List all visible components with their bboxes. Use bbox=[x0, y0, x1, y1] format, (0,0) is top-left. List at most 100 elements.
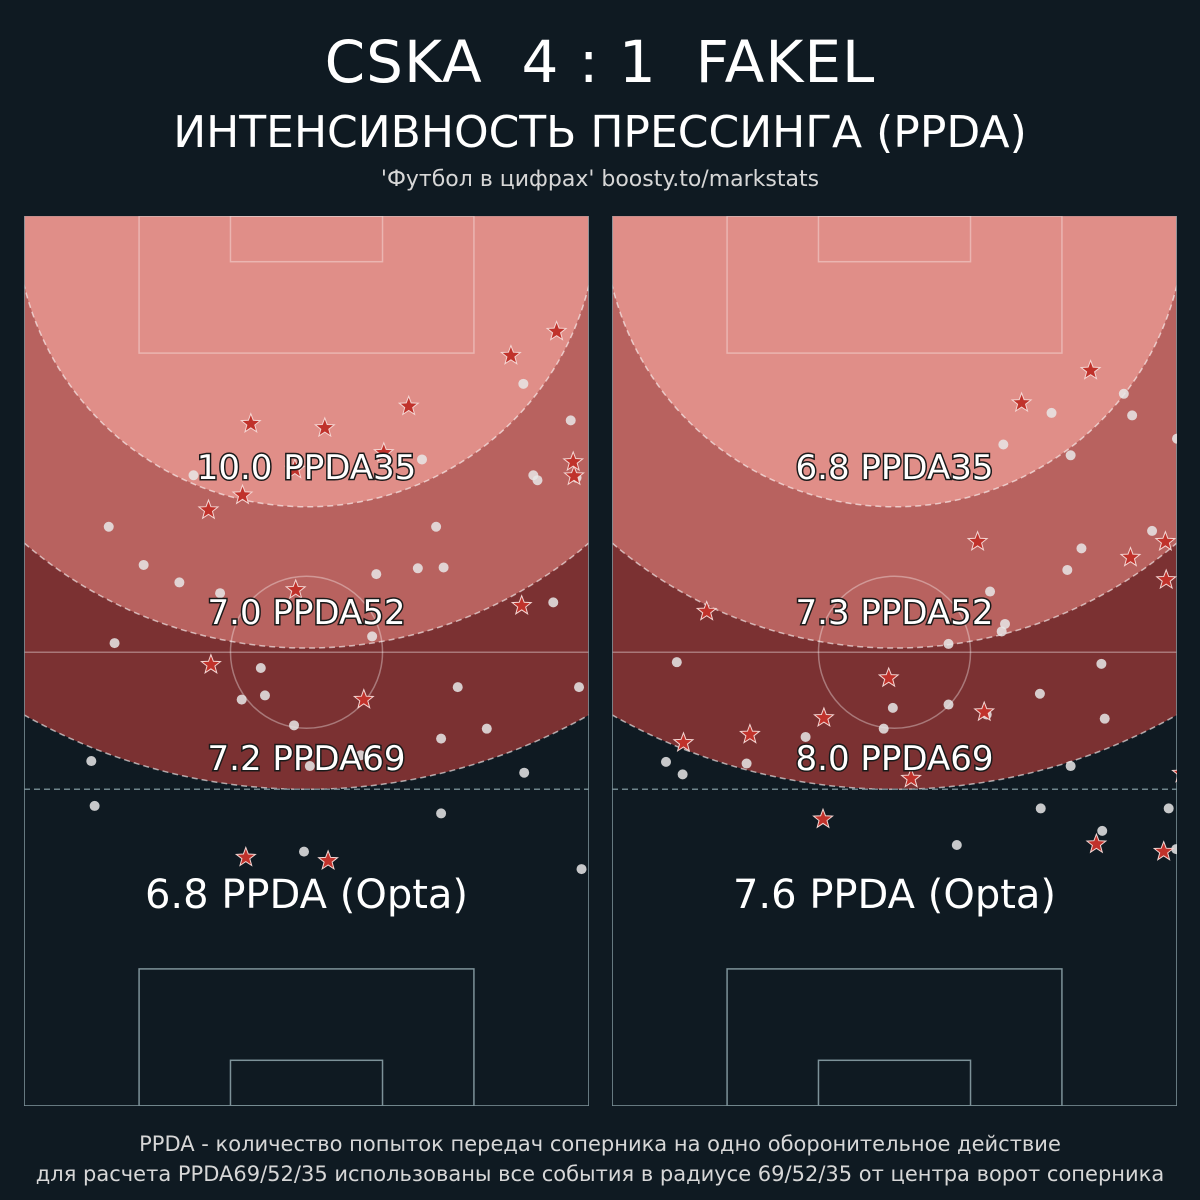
centre-circle bbox=[817, 575, 972, 729]
defensive-action-star bbox=[900, 767, 922, 788]
defensive-action-dot bbox=[1171, 844, 1177, 855]
defensive-action-star bbox=[1079, 359, 1102, 380]
defensive-action-dot bbox=[174, 577, 185, 588]
defensive-action-dot bbox=[565, 415, 576, 426]
defensive-action-star bbox=[397, 394, 420, 416]
penalty-area-top bbox=[726, 216, 1063, 354]
defensive-action-dot bbox=[1097, 825, 1108, 836]
defensive-action-dot bbox=[1034, 688, 1045, 699]
defensive-action-dot bbox=[1147, 525, 1158, 536]
defensive-action-star bbox=[877, 666, 900, 688]
defensive-action-dot bbox=[138, 559, 149, 570]
defensive-action-dot bbox=[355, 750, 366, 761]
ppda52-label: 7.3 PPDA52 bbox=[796, 593, 994, 633]
defensive-action-dot bbox=[236, 694, 247, 705]
defensive-action-star bbox=[1171, 769, 1177, 783]
ppda35-zone bbox=[612, 216, 1177, 508]
defensive-action-star bbox=[1085, 832, 1108, 854]
defensive-action-dot bbox=[943, 699, 954, 710]
defensive-action-star bbox=[1187, 723, 1200, 741]
defensive-action-dot bbox=[574, 682, 585, 693]
defensive-action-dot bbox=[215, 588, 226, 599]
ppda35-label: 6.8 PPDA35 bbox=[796, 448, 994, 488]
penalty-area-top bbox=[138, 216, 475, 354]
defensive-action-dot bbox=[255, 663, 266, 673]
defensive-action-star bbox=[695, 600, 718, 621]
zone-group bbox=[612, 216, 1177, 790]
defensive-action-dot bbox=[951, 839, 962, 850]
defensive-action-dot bbox=[1182, 836, 1192, 846]
defensive-action-star bbox=[966, 530, 989, 551]
defensive-action-dot bbox=[89, 800, 100, 811]
defensive-action-dot bbox=[548, 597, 559, 608]
goal-area-bottom bbox=[817, 1059, 972, 1106]
defensive-action-dot bbox=[996, 626, 1007, 637]
defensive-action-dot bbox=[661, 756, 672, 767]
defensive-action-star bbox=[1154, 530, 1177, 551]
defensive-action-dot bbox=[518, 378, 529, 389]
defensive-action-star bbox=[563, 464, 585, 486]
pitch-markings bbox=[612, 216, 1177, 1106]
defensive-action-dot bbox=[1118, 388, 1129, 399]
chart-subtitle: ИНТЕНСИВНОСТЬ ПРЕССИНГА (PPDA) bbox=[173, 107, 1027, 158]
defensive-action-star bbox=[1152, 840, 1175, 861]
defensive-action-dot bbox=[299, 846, 310, 857]
defensive-action-star bbox=[1184, 572, 1200, 590]
event-markers bbox=[661, 359, 1200, 861]
source-credit: 'Футбол в цифрах' boosty.to/markstats bbox=[380, 167, 820, 192]
defensive-action-star bbox=[545, 320, 568, 341]
defensive-action-dot bbox=[985, 586, 996, 597]
zone-group bbox=[24, 216, 589, 790]
pitch-markings bbox=[24, 216, 589, 1106]
defensive-action-star bbox=[1010, 391, 1033, 413]
defensive-action-star bbox=[284, 578, 307, 600]
defensive-action-dot bbox=[1062, 564, 1073, 575]
defensive-action-dot bbox=[304, 761, 315, 772]
ppda-opta-label: 6.8 PPDA (Opta) bbox=[145, 872, 468, 918]
defensive-action-dot bbox=[1127, 410, 1138, 421]
defensive-action-dot bbox=[1076, 543, 1087, 554]
defensive-action-dot bbox=[1046, 407, 1057, 418]
defensive-action-dot bbox=[259, 690, 270, 701]
defensive-action-star bbox=[239, 412, 262, 433]
defensive-action-dot bbox=[481, 723, 492, 734]
defensive-action-dot bbox=[1065, 761, 1076, 772]
defensive-action-star bbox=[510, 594, 533, 615]
defensive-action-dot bbox=[1099, 713, 1110, 724]
defensive-action-dot bbox=[367, 631, 378, 642]
defensive-action-dot bbox=[741, 758, 752, 769]
defensive-action-dot bbox=[1187, 449, 1197, 459]
defensive-action-star bbox=[812, 807, 834, 829]
defensive-action-star bbox=[1155, 568, 1177, 590]
event-markers bbox=[86, 320, 612, 875]
defensive-action-dot bbox=[188, 470, 199, 481]
footer-method: для расчета PPDA69/52/35 использованы вс… bbox=[35, 1162, 1165, 1186]
penalty-area-bottom bbox=[138, 968, 475, 1106]
defensive-action-dot bbox=[576, 864, 587, 875]
defensive-action-star bbox=[973, 700, 996, 722]
defensive-action-dot bbox=[436, 733, 447, 744]
defensive-action-dot bbox=[519, 767, 530, 778]
pitch-panel-cska: 10.0 PPDA35 7.0 PPDA52 7.2 PPDA69 6.8 PPDA … bbox=[24, 216, 612, 1106]
centre-circle bbox=[229, 575, 384, 729]
defensive-action-dot bbox=[878, 723, 889, 734]
defensive-action-dot bbox=[671, 657, 682, 668]
defensive-action-star bbox=[593, 442, 612, 460]
defensive-action-dot bbox=[1000, 618, 1011, 629]
ppda35-label: 10.0 PPDA35 bbox=[197, 448, 417, 488]
defensive-action-dot bbox=[1172, 433, 1177, 444]
defensive-action-dot bbox=[371, 569, 382, 580]
defensive-action-dot bbox=[1065, 450, 1076, 461]
defensive-action-dot bbox=[412, 563, 423, 574]
defensive-action-dot bbox=[1035, 803, 1046, 814]
goal-area-bottom bbox=[229, 1059, 384, 1106]
defensive-action-dot bbox=[289, 720, 300, 731]
defensive-action-dot bbox=[1096, 658, 1107, 669]
defensive-action-star bbox=[284, 457, 306, 479]
defensive-action-star bbox=[317, 849, 339, 871]
defensive-action-dot bbox=[431, 521, 442, 532]
defensive-action-dot bbox=[436, 808, 447, 819]
defensive-action-star bbox=[200, 653, 222, 674]
defensive-action-star bbox=[234, 845, 257, 867]
